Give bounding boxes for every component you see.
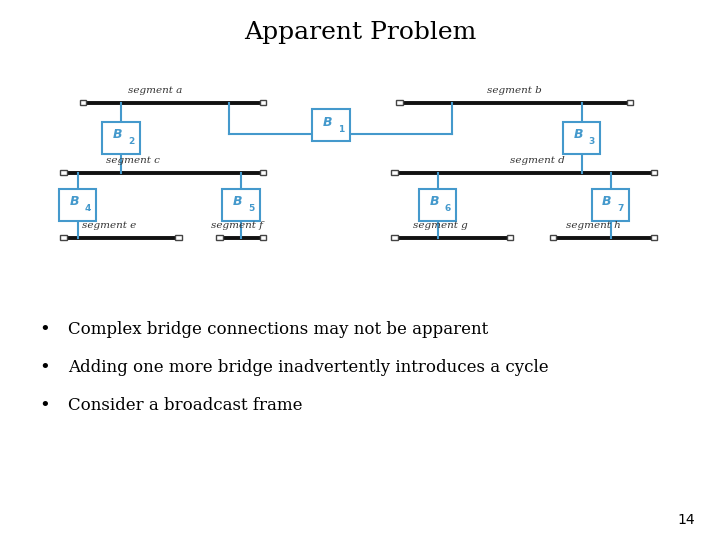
Text: 2: 2 xyxy=(128,137,134,146)
Text: 6: 6 xyxy=(445,205,451,213)
Text: 5: 5 xyxy=(248,205,254,213)
FancyBboxPatch shape xyxy=(550,235,557,240)
Text: Adding one more bridge inadvertently introduces a cycle: Adding one more bridge inadvertently int… xyxy=(68,359,549,376)
FancyBboxPatch shape xyxy=(397,100,403,105)
Text: segment a: segment a xyxy=(127,86,182,95)
Text: segment f: segment f xyxy=(211,221,263,230)
Text: 7: 7 xyxy=(618,205,624,213)
Text: B: B xyxy=(573,128,583,141)
Text: 1: 1 xyxy=(338,125,344,133)
Text: B: B xyxy=(69,195,79,208)
FancyBboxPatch shape xyxy=(102,122,140,154)
Text: 14: 14 xyxy=(678,512,695,526)
FancyBboxPatch shape xyxy=(507,235,513,240)
Text: •: • xyxy=(40,358,50,376)
FancyBboxPatch shape xyxy=(79,100,86,105)
Text: segment e: segment e xyxy=(82,221,137,230)
Text: segment g: segment g xyxy=(413,221,468,230)
Text: Consider a broadcast frame: Consider a broadcast frame xyxy=(68,396,303,414)
FancyBboxPatch shape xyxy=(651,235,657,240)
Text: Apparent Problem: Apparent Problem xyxy=(244,21,476,44)
Text: segment b: segment b xyxy=(487,86,542,95)
Text: B: B xyxy=(429,195,439,208)
FancyBboxPatch shape xyxy=(59,189,96,221)
FancyBboxPatch shape xyxy=(222,189,260,221)
FancyBboxPatch shape xyxy=(651,170,657,175)
FancyBboxPatch shape xyxy=(260,100,266,105)
FancyBboxPatch shape xyxy=(312,109,350,141)
FancyBboxPatch shape xyxy=(563,122,600,154)
FancyBboxPatch shape xyxy=(60,170,66,175)
FancyBboxPatch shape xyxy=(592,189,629,221)
FancyBboxPatch shape xyxy=(392,235,398,240)
FancyBboxPatch shape xyxy=(260,235,266,240)
FancyBboxPatch shape xyxy=(626,100,634,105)
Text: B: B xyxy=(112,128,122,141)
Text: B: B xyxy=(323,116,333,129)
FancyBboxPatch shape xyxy=(176,235,181,240)
Text: B: B xyxy=(233,195,243,208)
FancyBboxPatch shape xyxy=(419,189,456,221)
Text: •: • xyxy=(40,320,50,339)
FancyBboxPatch shape xyxy=(216,235,223,240)
Text: segment d: segment d xyxy=(510,156,564,165)
FancyBboxPatch shape xyxy=(60,235,66,240)
Text: B: B xyxy=(602,195,612,208)
Text: segment h: segment h xyxy=(566,221,621,230)
Text: segment c: segment c xyxy=(107,156,160,165)
Text: Complex bridge connections may not be apparent: Complex bridge connections may not be ap… xyxy=(68,321,489,338)
Text: •: • xyxy=(40,396,50,414)
FancyBboxPatch shape xyxy=(260,170,266,175)
Text: 4: 4 xyxy=(85,205,91,213)
Text: 3: 3 xyxy=(589,137,595,146)
FancyBboxPatch shape xyxy=(392,170,398,175)
